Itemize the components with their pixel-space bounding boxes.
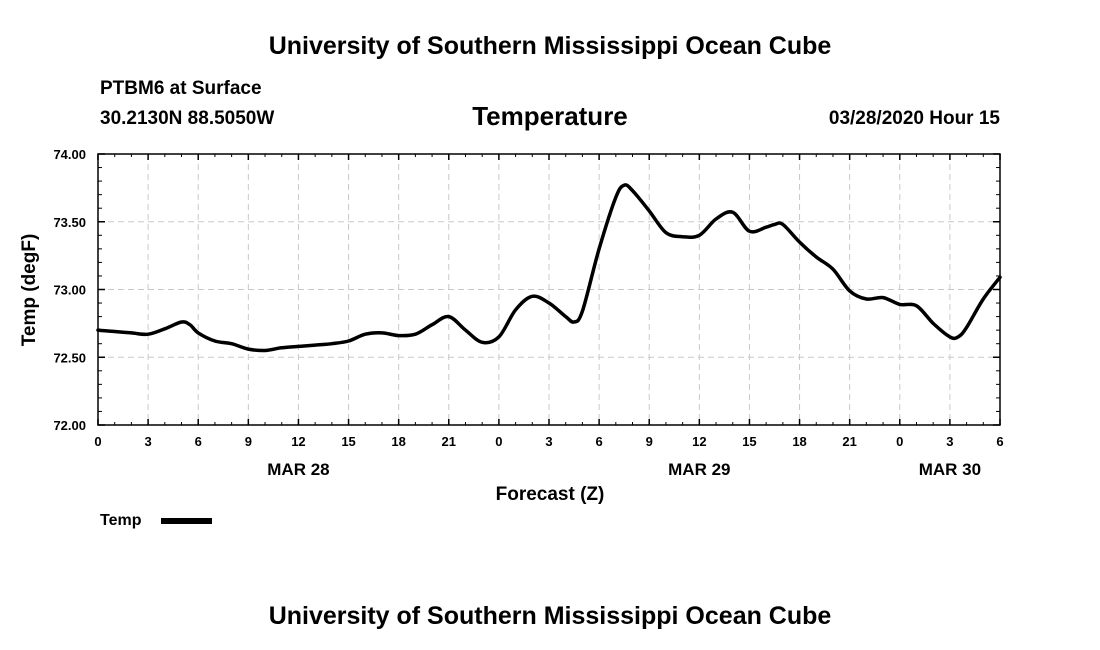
y-tick-label: 72.00 xyxy=(53,418,86,433)
y-tick-label: 73.50 xyxy=(53,215,86,230)
y-tick-label: 72.50 xyxy=(53,350,86,365)
x-tick-label: 0 xyxy=(94,434,101,449)
y-tick-label: 74.00 xyxy=(53,147,86,162)
top-title: University of Southern Mississippi Ocean… xyxy=(269,32,832,60)
station-label: PTBM6 at Surface xyxy=(100,78,262,99)
date-label: MAR 29 xyxy=(668,460,730,479)
y-tick-labels: 72.00 72.50 73.00 73.50 74.00 xyxy=(53,147,86,433)
x-tick-label: 9 xyxy=(245,434,252,449)
date-label: MAR 30 xyxy=(919,460,981,479)
x-tick-label: 9 xyxy=(646,434,653,449)
x-tick-label: 18 xyxy=(792,434,806,449)
x-tick-label: 12 xyxy=(692,434,706,449)
date-label: MAR 28 xyxy=(267,460,329,479)
x-axis-label: Forecast (Z) xyxy=(496,484,605,505)
y-axis-label: Temp (degF) xyxy=(19,234,40,347)
x-tick-label: 21 xyxy=(442,434,456,449)
x-tick-label: 21 xyxy=(842,434,856,449)
location-label: 30.2130N 88.5050W xyxy=(100,108,274,129)
x-tick-label: 0 xyxy=(495,434,502,449)
chart-title: Temperature xyxy=(472,101,628,131)
x-tick-label: 15 xyxy=(341,434,355,449)
x-tick-label: 3 xyxy=(545,434,552,449)
x-tick-label: 15 xyxy=(742,434,756,449)
datetime-label: 03/28/2020 Hour 15 xyxy=(829,108,1001,129)
x-tick-label: 3 xyxy=(144,434,151,449)
legend-label: Temp xyxy=(100,512,142,529)
x-tick-label: 6 xyxy=(195,434,202,449)
grid xyxy=(97,153,1001,426)
x-tick-label: 12 xyxy=(291,434,305,449)
x-tick-label: 6 xyxy=(996,434,1003,449)
y-tick-label: 73.00 xyxy=(53,283,86,298)
series-line-temp xyxy=(96,183,1002,353)
plot-frame xyxy=(97,153,1001,426)
date-labels: MAR 28 MAR 29 MAR 30 xyxy=(267,460,981,479)
bottom-title: University of Southern Mississippi Ocean… xyxy=(269,602,832,630)
x-tick-label: 0 xyxy=(896,434,903,449)
x-tick-label: 6 xyxy=(595,434,602,449)
x-tick-labels: 0 3 6 9 12 15 18 21 0 3 6 9 12 15 18 21 0 3 6 xyxy=(94,434,1003,449)
x-tick-label: 18 xyxy=(391,434,405,449)
x-tick-label: 3 xyxy=(946,434,953,449)
